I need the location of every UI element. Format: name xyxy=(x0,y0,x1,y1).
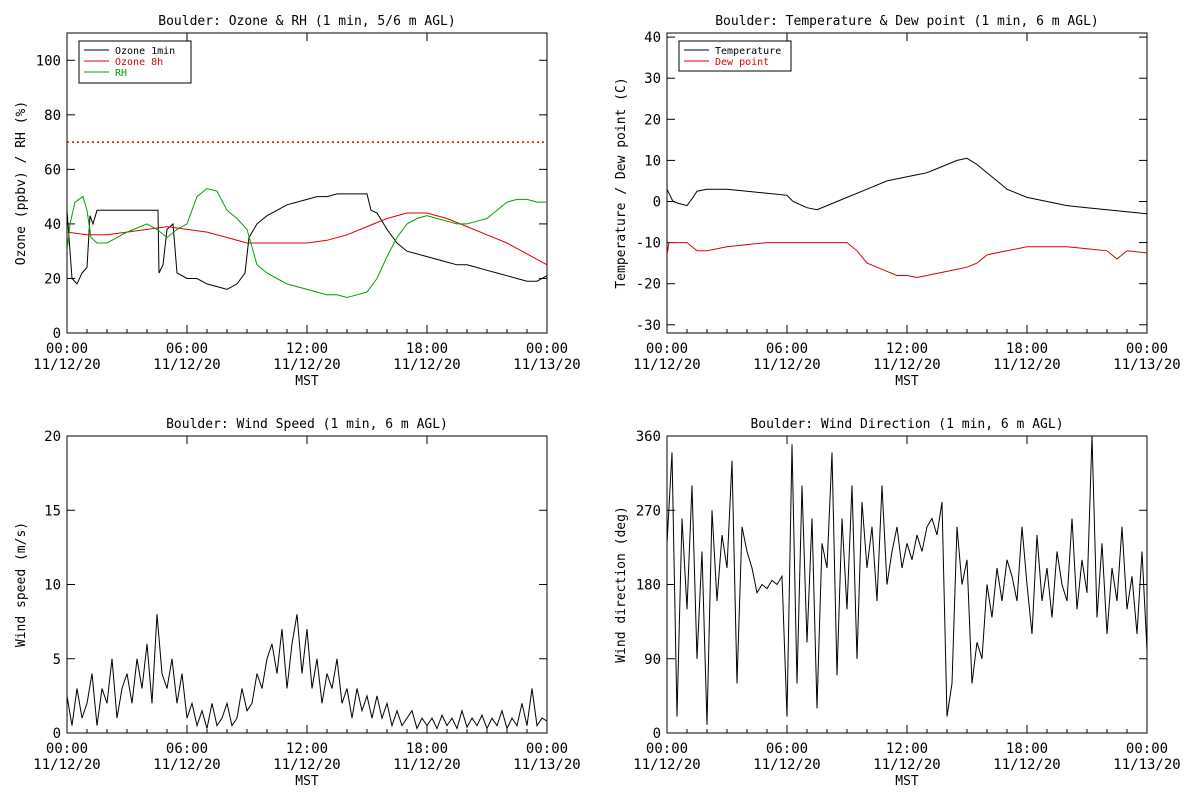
y-tick-label: -30 xyxy=(636,318,661,334)
y-tick-label: 30 xyxy=(644,71,661,87)
y-tick-label: 20 xyxy=(644,112,661,128)
y-axis-label: Ozone (ppbv) / RH (%) xyxy=(14,101,29,265)
x-tick-date-label: 11/13/20 xyxy=(1113,357,1180,373)
x-tick-time-label: 00:00 xyxy=(46,741,88,757)
x-axis-label: MST xyxy=(295,774,319,789)
y-tick-label: 270 xyxy=(636,503,661,519)
x-tick-date-label: 11/12/20 xyxy=(633,757,700,773)
x-tick-date-label: 11/12/20 xyxy=(33,357,100,373)
plot-frame xyxy=(66,435,548,734)
x-tick-time-label: 18:00 xyxy=(406,741,448,757)
chart-title: Boulder: Wind Speed (1 min, 6 m AGL) xyxy=(166,417,448,432)
x-tick-date-label: 11/12/20 xyxy=(393,757,460,773)
x-tick-date-label: 11/13/20 xyxy=(513,757,580,773)
series-line-1 xyxy=(667,436,1147,725)
x-axis-label: MST xyxy=(895,374,919,389)
y-tick-label: 20 xyxy=(44,429,61,445)
y-tick-label: 100 xyxy=(36,53,61,69)
y-tick-label: 15 xyxy=(44,503,61,519)
x-tick-time-label: 00:00 xyxy=(646,341,688,357)
legend-label: Ozone 1min xyxy=(115,46,175,57)
x-tick-date-label: 11/12/20 xyxy=(993,357,1060,373)
series-line-2 xyxy=(67,212,547,266)
x-tick-time-label: 12:00 xyxy=(286,741,328,757)
y-tick-label: 0 xyxy=(53,726,61,742)
legend-label: Ozone 8h xyxy=(115,57,163,68)
chart-panel-2: Boulder: Temperature & Dew point (1 min,… xyxy=(614,14,1181,389)
x-tick-date-label: 11/13/20 xyxy=(1113,757,1180,773)
y-tick-label: 0 xyxy=(53,326,61,342)
y-tick-label: 90 xyxy=(644,652,661,668)
y-tick-label: 0 xyxy=(653,726,661,742)
x-tick-date-label: 11/12/20 xyxy=(393,357,460,373)
y-tick-label: 40 xyxy=(44,217,61,233)
legend-label: Temperature xyxy=(715,46,781,57)
y-tick-label: 80 xyxy=(44,108,61,124)
series-line-1 xyxy=(67,614,547,730)
x-tick-date-label: 11/12/20 xyxy=(33,757,100,773)
y-tick-label: 10 xyxy=(644,153,661,169)
y-tick-label: 40 xyxy=(644,30,661,46)
x-axis-label: MST xyxy=(895,774,919,789)
legend-box xyxy=(678,40,792,72)
x-tick-time-label: 18:00 xyxy=(1006,741,1048,757)
x-tick-date-label: 11/12/20 xyxy=(873,357,940,373)
x-tick-time-label: 00:00 xyxy=(46,341,88,357)
x-tick-date-label: 11/12/20 xyxy=(273,757,340,773)
y-tick-label: 5 xyxy=(53,652,61,668)
y-tick-label: 60 xyxy=(44,162,61,178)
y-tick-label: 10 xyxy=(44,578,61,594)
y-axis-label: Temperature / Dew point (C) xyxy=(614,77,629,288)
series-line-1 xyxy=(67,193,547,290)
x-tick-time-label: 12:00 xyxy=(886,741,928,757)
plot-frame xyxy=(666,32,1148,334)
x-tick-time-label: 00:00 xyxy=(526,741,568,757)
x-tick-time-label: 12:00 xyxy=(286,341,328,357)
chart-title: Boulder: Temperature & Dew point (1 min,… xyxy=(715,14,1099,29)
legend-label: RH xyxy=(115,68,127,79)
x-tick-time-label: 00:00 xyxy=(1126,741,1168,757)
y-tick-label: 360 xyxy=(636,429,661,445)
y-tick-label: 180 xyxy=(636,578,661,594)
y-tick-label: -20 xyxy=(636,277,661,293)
x-tick-time-label: 12:00 xyxy=(886,341,928,357)
series-line-3 xyxy=(67,187,547,299)
x-tick-date-label: 11/12/20 xyxy=(993,757,1060,773)
x-tick-date-label: 11/13/20 xyxy=(513,357,580,373)
chart-panel-4: Boulder: Wind Direction (1 min, 6 m AGL)… xyxy=(614,417,1181,789)
legend-box xyxy=(78,40,192,84)
x-tick-time-label: 06:00 xyxy=(766,341,808,357)
x-tick-time-label: 18:00 xyxy=(406,341,448,357)
chart-title: Boulder: Wind Direction (1 min, 6 m AGL) xyxy=(750,417,1063,432)
x-tick-date-label: 11/12/20 xyxy=(753,357,820,373)
y-tick-label: -10 xyxy=(636,236,661,252)
y-axis-label: Wind speed (m/s) xyxy=(14,522,29,647)
y-axis-label: Wind direction (deg) xyxy=(614,506,629,663)
x-tick-time-label: 00:00 xyxy=(646,741,688,757)
x-tick-date-label: 11/12/20 xyxy=(153,357,220,373)
x-tick-time-label: 06:00 xyxy=(166,741,208,757)
legend-label: Dew point xyxy=(715,57,769,68)
x-tick-date-label: 11/12/20 xyxy=(753,757,820,773)
y-tick-label: 0 xyxy=(653,194,661,210)
plot-frame xyxy=(666,435,1148,734)
chart-title: Boulder: Ozone & RH (1 min, 5/6 m AGL) xyxy=(158,14,455,29)
x-tick-date-label: 11/12/20 xyxy=(153,757,220,773)
chart-panel-1: Boulder: Ozone & RH (1 min, 5/6 m AGL) 0 2… xyxy=(14,14,581,389)
series-line-1 xyxy=(667,157,1147,215)
x-tick-time-label: 00:00 xyxy=(526,341,568,357)
chart-panel-3: Boulder: Wind Speed (1 min, 6 m AGL) 0 5 10… xyxy=(14,417,581,789)
x-tick-date-label: 11/12/20 xyxy=(633,357,700,373)
x-tick-time-label: 18:00 xyxy=(1006,341,1048,357)
x-axis-label: MST xyxy=(295,374,319,389)
x-tick-date-label: 11/12/20 xyxy=(873,757,940,773)
x-tick-time-label: 06:00 xyxy=(166,341,208,357)
y-tick-label: 20 xyxy=(44,271,61,287)
x-tick-date-label: 11/12/20 xyxy=(273,357,340,373)
x-tick-time-label: 00:00 xyxy=(1126,341,1168,357)
x-tick-time-label: 06:00 xyxy=(766,741,808,757)
series-line-2 xyxy=(667,242,1147,279)
